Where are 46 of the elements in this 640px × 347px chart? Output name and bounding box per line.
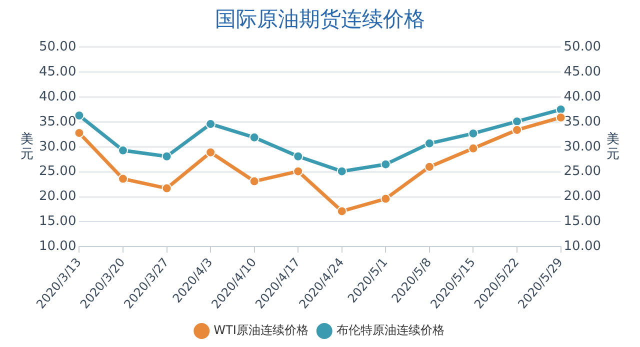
legend-label: WTI原油连续价格: [214, 323, 308, 338]
y-axis-title: 美元: [20, 132, 34, 162]
point: [74, 128, 84, 138]
point: [336, 206, 347, 216]
y-tick-label: 35.00: [39, 114, 76, 130]
point: [206, 147, 216, 158]
y2-tick-label: 10.00: [564, 238, 601, 254]
point: [118, 174, 128, 184]
y2-axis-title: 美元: [606, 132, 620, 162]
point: [556, 112, 566, 122]
y2-tick-label: 30.00: [564, 139, 601, 154]
point: [424, 162, 434, 172]
point: [293, 151, 304, 162]
y2-tick-label: 40.00: [564, 89, 601, 104]
point: [380, 194, 391, 204]
y-tick-label: 10.00: [39, 238, 76, 254]
y2-tick-label: 20.00: [564, 189, 601, 204]
point: [118, 145, 128, 156]
y-tick-label: 30.00: [39, 139, 76, 154]
point: [249, 132, 260, 142]
y2-tick-label: 45.00: [564, 64, 601, 80]
point: [293, 166, 304, 176]
point: [249, 176, 260, 186]
y-tick-label: 15.00: [39, 214, 76, 230]
point: [468, 128, 478, 138]
y-tick-label: 25.00: [39, 164, 76, 180]
point: [512, 116, 522, 126]
point: [468, 143, 478, 154]
y-tick-label: 50.00: [39, 40, 76, 55]
point: [206, 118, 216, 129]
y-tick-label: 45.00: [39, 64, 76, 80]
point: [336, 166, 347, 176]
y2-tick-label: 50.00: [564, 40, 601, 55]
point: [162, 151, 172, 162]
point: [162, 183, 172, 194]
legend-label: 布伦特原油连续价格: [336, 323, 444, 338]
y2-tick-label: 35.00: [564, 114, 601, 130]
point: [380, 159, 391, 170]
point: [74, 110, 84, 120]
point: [512, 124, 522, 135]
chart-title: 国际原油期货连续价格: [215, 7, 425, 32]
y-tick-label: 40.00: [39, 89, 76, 104]
y2-tick-label: 25.00: [564, 164, 601, 180]
y2-tick-label: 15.00: [564, 214, 601, 230]
point: [424, 138, 434, 148]
y-tick-label: 20.00: [39, 189, 76, 204]
